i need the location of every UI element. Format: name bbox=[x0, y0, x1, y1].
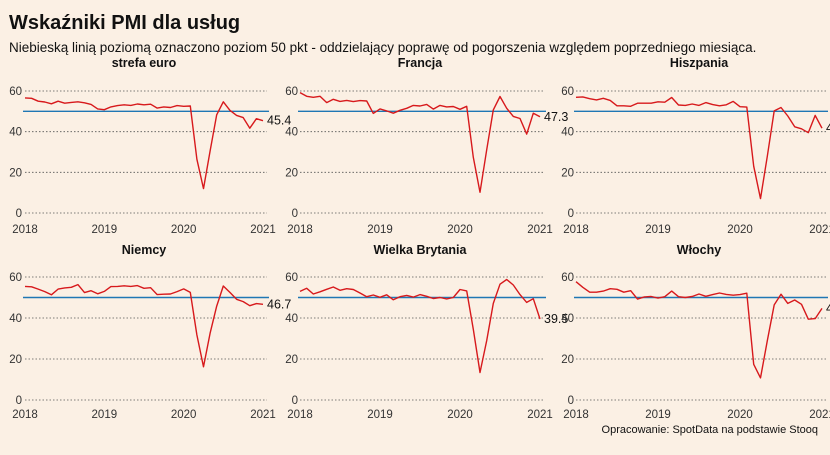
x-tick-label: 2018 bbox=[12, 224, 38, 236]
panel-title: Włochy bbox=[677, 243, 721, 257]
page-subtitle: Niebieską linią poziomą oznaczono poziom… bbox=[9, 40, 757, 55]
series-line bbox=[24, 97, 264, 190]
y-tick-label: 0 bbox=[292, 208, 298, 220]
y-tick-label: 20 bbox=[285, 167, 298, 179]
x-tick-label: 2019 bbox=[367, 409, 393, 421]
x-tick-label: 2020 bbox=[171, 224, 197, 236]
y-tick-label: 0 bbox=[568, 208, 574, 220]
x-tick-label: 2018 bbox=[12, 409, 38, 421]
y-tick-label: 60 bbox=[285, 272, 298, 284]
y-tick-label: 20 bbox=[9, 167, 22, 179]
last-value-label: 44.7 bbox=[826, 301, 830, 315]
series-line bbox=[24, 283, 264, 368]
x-tick-label: 2019 bbox=[645, 409, 671, 421]
last-value-label: 46.7 bbox=[267, 297, 291, 311]
y-tick-label: 40 bbox=[9, 127, 22, 139]
panel-title: Wielka Brytania bbox=[374, 243, 468, 257]
x-tick-label: 2019 bbox=[92, 409, 118, 421]
y-tick-label: 40 bbox=[561, 127, 574, 139]
y-tick-label: 0 bbox=[292, 395, 298, 407]
y-tick-label: 40 bbox=[285, 313, 298, 325]
x-tick-label: 2021 bbox=[809, 224, 830, 236]
x-tick-label: 2020 bbox=[727, 224, 753, 236]
x-tick-label: 2020 bbox=[447, 224, 473, 236]
last-value-label: 47.3 bbox=[544, 110, 568, 124]
x-tick-label: 2020 bbox=[727, 409, 753, 421]
x-tick-label: 2019 bbox=[367, 224, 393, 236]
y-tick-label: 60 bbox=[561, 86, 574, 98]
y-tick-label: 40 bbox=[561, 313, 574, 325]
y-tick-label: 20 bbox=[561, 354, 574, 366]
x-tick-label: 2020 bbox=[171, 409, 197, 421]
x-tick-label: 2021 bbox=[809, 409, 830, 421]
x-tick-label: 2018 bbox=[563, 224, 589, 236]
x-tick-label: 2020 bbox=[447, 409, 473, 421]
panel-title: Hiszpania bbox=[670, 56, 729, 70]
series-line bbox=[575, 281, 823, 379]
last-value-label: 39.5 bbox=[544, 312, 568, 326]
x-tick-label: 2019 bbox=[645, 224, 671, 236]
y-tick-label: 20 bbox=[561, 167, 574, 179]
y-tick-label: 40 bbox=[9, 313, 22, 325]
series-line bbox=[575, 96, 823, 200]
panel-title: Francja bbox=[398, 56, 444, 70]
y-tick-label: 60 bbox=[9, 272, 22, 284]
x-tick-label: 2021 bbox=[250, 224, 276, 236]
x-tick-label: 2021 bbox=[527, 409, 553, 421]
page-title: Wskaźniki PMI dla usług bbox=[9, 12, 241, 34]
source-caption: Opracowanie: SpotData na podstawie Stooq bbox=[601, 424, 818, 436]
y-tick-label: 0 bbox=[16, 208, 22, 220]
y-tick-label: 0 bbox=[568, 395, 574, 407]
x-tick-label: 2019 bbox=[92, 224, 118, 236]
y-tick-label: 20 bbox=[9, 354, 22, 366]
series-line bbox=[299, 278, 541, 374]
x-tick-label: 2021 bbox=[527, 224, 553, 236]
last-value-label: 41.7 bbox=[826, 121, 830, 135]
panel-title: strefa euro bbox=[112, 56, 177, 70]
x-tick-label: 2018 bbox=[563, 409, 589, 421]
x-tick-label: 2021 bbox=[250, 409, 276, 421]
y-tick-label: 60 bbox=[9, 86, 22, 98]
y-tick-label: 60 bbox=[561, 272, 574, 284]
x-tick-label: 2018 bbox=[287, 409, 313, 421]
last-value-label: 45.4 bbox=[267, 114, 291, 128]
y-tick-label: 0 bbox=[16, 395, 22, 407]
y-tick-label: 20 bbox=[285, 354, 298, 366]
y-tick-label: 60 bbox=[285, 86, 298, 98]
panel-title: Niemcy bbox=[122, 243, 167, 257]
series-line bbox=[299, 91, 541, 194]
x-tick-label: 2018 bbox=[287, 224, 313, 236]
y-tick-label: 40 bbox=[285, 127, 298, 139]
